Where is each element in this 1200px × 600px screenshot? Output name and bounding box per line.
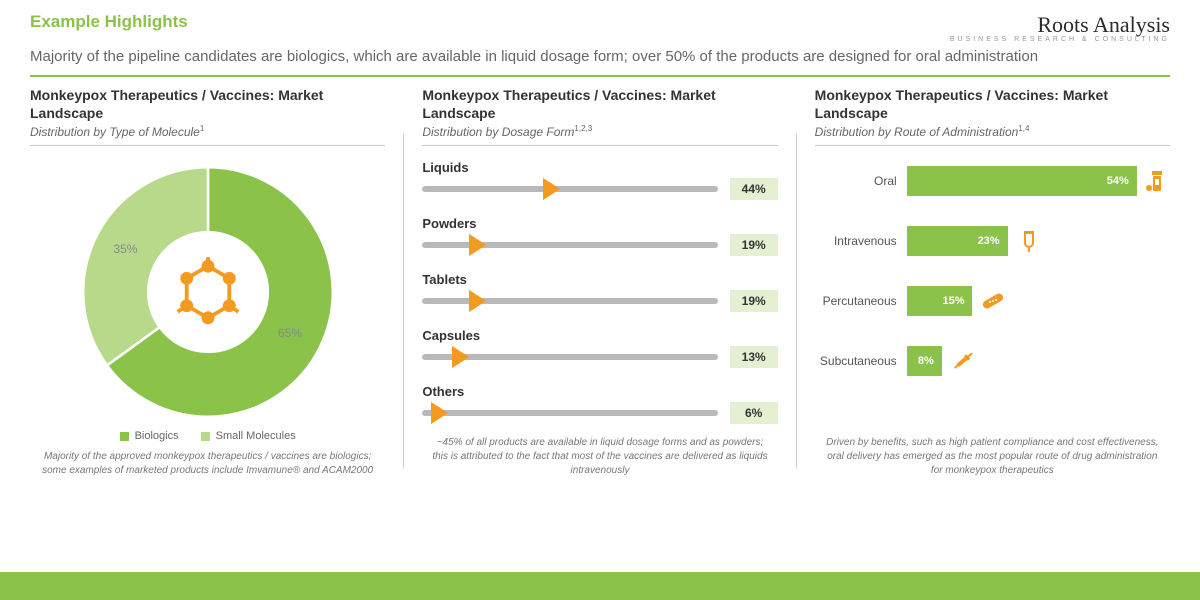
slider-chart: Liquids 44% Powders 19% Tablets 19% Capsules 13… bbox=[422, 156, 777, 424]
slider-row: Tablets 19% bbox=[422, 272, 777, 312]
slider-marker-icon bbox=[471, 236, 485, 254]
panel-footnote: Driven by benefits, such as high patient… bbox=[815, 428, 1170, 478]
donut-legend: Biologics Small Molecules bbox=[30, 430, 385, 442]
slider-value: 44% bbox=[730, 178, 778, 200]
legend-label: Small Molecules bbox=[216, 430, 296, 442]
bar-row: Subcutaneous 8% bbox=[815, 346, 1170, 376]
slider-value: 19% bbox=[730, 234, 778, 256]
panel-subtitle: Distribution by Route of Administration1… bbox=[815, 124, 1170, 139]
bar-label: Percutaneous bbox=[815, 294, 897, 308]
slider-row: Powders 19% bbox=[422, 216, 777, 256]
slider-label: Others bbox=[422, 384, 777, 399]
iv-bag-icon bbox=[1016, 228, 1042, 254]
slider-marker-icon bbox=[471, 292, 485, 310]
panel-footnote: Majority of the approved monkeypox thera… bbox=[30, 442, 385, 478]
slider-label: Tablets bbox=[422, 272, 777, 287]
legend-item: Biologics bbox=[120, 430, 179, 442]
panel-subtitle: Distribution by Type of Molecule1 bbox=[30, 124, 385, 139]
legend-label: Biologics bbox=[135, 430, 179, 442]
legend-swatch bbox=[201, 432, 210, 441]
bar-label: Intravenous bbox=[815, 234, 897, 248]
slider-track bbox=[422, 186, 717, 192]
slider-row: Liquids 44% bbox=[422, 160, 777, 200]
slider-marker-icon bbox=[433, 404, 447, 422]
bar-label: Oral bbox=[815, 174, 897, 188]
slider-marker-icon bbox=[545, 180, 559, 198]
slider-label: Capsules bbox=[422, 328, 777, 343]
panel-separator bbox=[796, 133, 797, 468]
panels-container: Monkeypox Therapeutics / Vaccines: Marke… bbox=[0, 87, 1200, 478]
panel-footnote: ~45% of all products are available in li… bbox=[422, 428, 777, 478]
syringe-icon bbox=[950, 348, 976, 374]
slider-label: Powders bbox=[422, 216, 777, 231]
logo-sub: BUSINESS RESEARCH & CONSULTING bbox=[950, 36, 1170, 43]
pill-bottle-icon bbox=[1145, 168, 1170, 194]
panel-separator bbox=[403, 133, 404, 468]
bar-row: Oral 54% bbox=[815, 166, 1170, 196]
page-subtitle: Majority of the pipeline candidates are … bbox=[0, 47, 1200, 75]
bar-row: Intravenous 23% bbox=[815, 226, 1170, 256]
brand-logo: Roots Analysis BUSINESS RESEARCH & CONSU… bbox=[950, 12, 1170, 43]
legend-item: Small Molecules bbox=[201, 430, 296, 442]
section-title: Example Highlights bbox=[30, 12, 188, 32]
slider-row: Others 6% bbox=[422, 384, 777, 424]
molecule-icon bbox=[170, 254, 246, 330]
panel-title: Monkeypox Therapeutics / Vaccines: Marke… bbox=[815, 87, 1170, 122]
panel-title: Monkeypox Therapeutics / Vaccines: Marke… bbox=[30, 87, 385, 122]
panel-divider bbox=[815, 145, 1170, 146]
donut-slice-label: 65% bbox=[278, 326, 302, 340]
legend-swatch bbox=[120, 432, 129, 441]
panel-divider bbox=[30, 145, 385, 146]
bar-fill: 23% bbox=[907, 226, 1008, 256]
bar-fill: 8% bbox=[907, 346, 942, 376]
slider-value: 6% bbox=[730, 402, 778, 424]
header-row: Example Highlights Roots Analysis BUSINE… bbox=[0, 0, 1200, 47]
slider-track bbox=[422, 410, 717, 416]
slider-marker-icon bbox=[454, 348, 468, 366]
slider-value: 19% bbox=[730, 290, 778, 312]
slider-label: Liquids bbox=[422, 160, 777, 175]
bottom-accent-strip bbox=[0, 572, 1200, 600]
bandage-icon bbox=[980, 288, 1006, 314]
donut-slice-label: 35% bbox=[113, 242, 137, 256]
slider-row: Capsules 13% bbox=[422, 328, 777, 368]
bar-row: Percutaneous 15% bbox=[815, 286, 1170, 316]
slider-value: 13% bbox=[730, 346, 778, 368]
bar-fill: 54% bbox=[907, 166, 1137, 196]
slider-track bbox=[422, 242, 717, 248]
panel-subtitle: Distribution by Dosage Form1,2,3 bbox=[422, 124, 777, 139]
bar-fill: 15% bbox=[907, 286, 973, 316]
panel-divider bbox=[422, 145, 777, 146]
accent-divider bbox=[30, 75, 1170, 77]
panel-title: Monkeypox Therapeutics / Vaccines: Marke… bbox=[422, 87, 777, 122]
bar-chart: Oral 54% Intravenous 23% Percutaneous 15% Subc… bbox=[815, 156, 1170, 376]
panel-dosage-form: Monkeypox Therapeutics / Vaccines: Marke… bbox=[422, 87, 777, 478]
slider-track bbox=[422, 298, 717, 304]
panel-route-admin: Monkeypox Therapeutics / Vaccines: Marke… bbox=[815, 87, 1170, 478]
donut-chart: 65% 35% bbox=[78, 162, 338, 422]
bar-label: Subcutaneous bbox=[815, 354, 897, 368]
slider-track bbox=[422, 354, 717, 360]
panel-molecule-type: Monkeypox Therapeutics / Vaccines: Marke… bbox=[30, 87, 385, 478]
logo-main: Roots Analysis bbox=[950, 12, 1170, 38]
